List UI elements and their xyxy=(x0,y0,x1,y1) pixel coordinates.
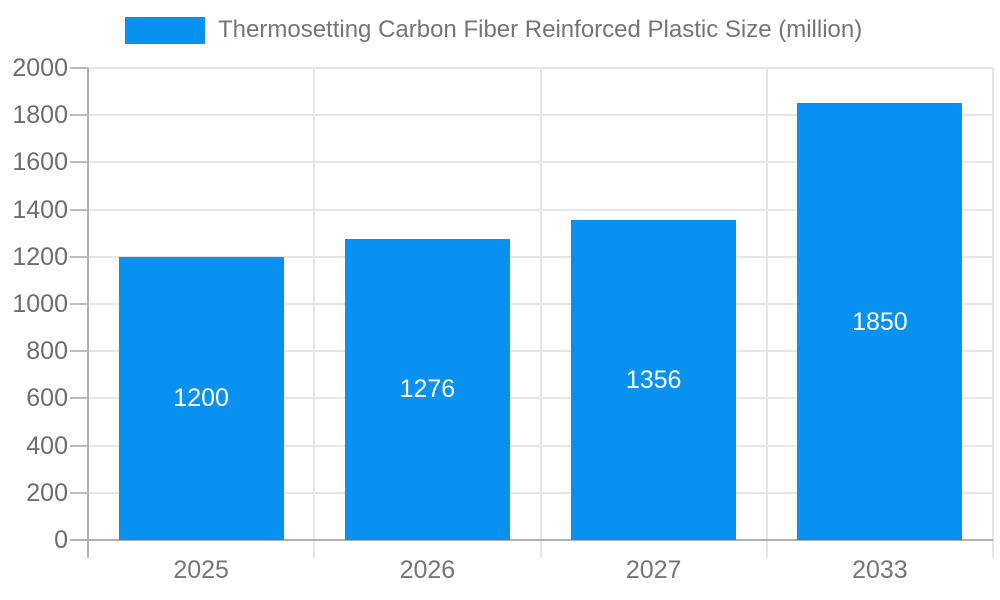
y-axis-tick xyxy=(70,67,88,69)
y-axis-label: 1600 xyxy=(12,148,68,177)
bar-value-label: 1276 xyxy=(399,375,456,404)
x-axis-label: 2033 xyxy=(852,556,908,584)
y-axis-tick xyxy=(70,397,88,400)
y-axis-label: 1200 xyxy=(12,242,68,271)
legend-label: Thermosetting Carbon Fiber Reinforced Pl… xyxy=(218,16,863,43)
category-boundary-line xyxy=(313,68,316,558)
y-axis-label: 0 xyxy=(54,526,68,554)
bar[interactable]: 1356 xyxy=(571,219,737,540)
y-axis-label: 400 xyxy=(26,431,68,460)
y-axis-label: 1400 xyxy=(12,195,68,224)
y-axis-tick xyxy=(70,255,88,258)
x-axis-label: 2025 xyxy=(173,556,229,584)
bar-value-label: 1356 xyxy=(625,365,682,394)
y-axis-tick xyxy=(70,444,88,447)
y-axis-label: 1000 xyxy=(12,290,68,318)
x-axis-line xyxy=(70,539,993,541)
bar[interactable]: 1850 xyxy=(797,103,963,540)
category-boundary-line xyxy=(992,68,994,558)
y-axis-label: 800 xyxy=(26,337,68,366)
category-boundary-line xyxy=(765,68,768,558)
y-axis-label: 2000 xyxy=(12,54,68,82)
y-axis-tick xyxy=(70,491,88,494)
legend-swatch-icon xyxy=(125,16,205,44)
y-axis-tick xyxy=(70,161,88,164)
y-axis-tick xyxy=(70,350,88,353)
chart-legend[interactable]: Thermosetting Carbon Fiber Reinforced Pl… xyxy=(125,16,862,44)
y-axis-line xyxy=(87,68,89,558)
y-axis-label: 600 xyxy=(26,384,68,413)
x-axis-label: 2027 xyxy=(625,556,682,584)
bar[interactable]: 1276 xyxy=(344,238,510,540)
bar-value-label: 1200 xyxy=(173,384,229,413)
bar[interactable]: 1200 xyxy=(118,256,284,540)
y-axis-label: 1800 xyxy=(12,101,68,130)
category-boundary-line xyxy=(539,68,542,558)
y-axis-tick xyxy=(70,208,88,211)
y-axis-tick xyxy=(70,303,88,305)
bar-value-label: 1850 xyxy=(852,307,908,336)
x-axis-label: 2026 xyxy=(399,556,456,584)
y-axis-tick xyxy=(70,114,88,117)
y-axis-label: 200 xyxy=(26,478,68,507)
